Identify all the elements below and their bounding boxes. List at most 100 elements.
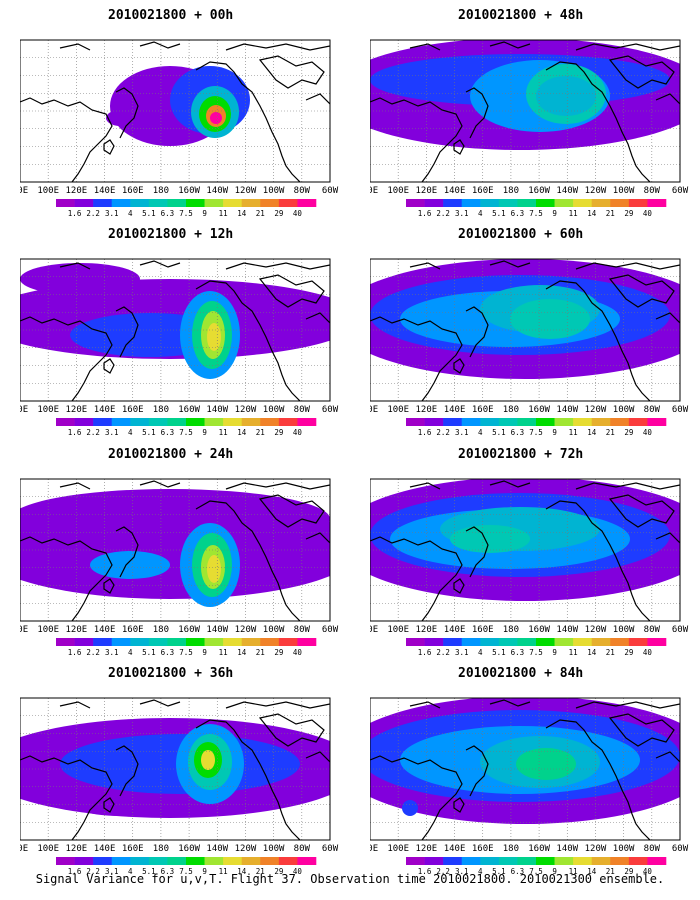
colorbar-label: 6.3 (511, 428, 525, 437)
colorbar-label: 29 (274, 209, 283, 218)
lon-tick-label: 80E (20, 844, 28, 854)
map-panel: 2010021800 + 12h 80E 100E 120E 140E 160E 180 16… (20, 227, 350, 442)
coastline (305, 532, 330, 544)
colorbar-swatch (297, 638, 317, 646)
colorbar-label: 2.2 (86, 867, 100, 876)
map-panel: 2010021800 + 48h 80E 100E 120E 140E 160E 180 16… (370, 8, 700, 223)
map-frame (370, 258, 681, 402)
coastline (409, 701, 441, 709)
colorbar-label: 6.3 (511, 867, 525, 876)
colorbar-label: 9 (202, 648, 207, 657)
colorbar-swatch (111, 199, 131, 207)
colorbar-label: 1.6 (68, 648, 82, 657)
colorbar-label: 21 (256, 648, 265, 657)
coastline (195, 61, 301, 182)
colorbar-swatch (260, 638, 280, 646)
colorbar-label: 14 (587, 867, 597, 876)
colorbar-swatch (628, 199, 648, 207)
coastline (409, 262, 441, 270)
lon-tick-label: 80E (370, 625, 378, 635)
lon-tick-label: 120E (66, 625, 88, 635)
coastline (465, 745, 489, 797)
colorbar-swatch (480, 418, 500, 426)
colorbar-label: 11 (569, 867, 578, 876)
colorbar: 1.6 2.2 3.1 4 5.1 6.3 7.5 9 11 14 21 29 40 (406, 857, 667, 876)
panel-title: 2010021800 + 36h (108, 666, 234, 681)
variance-field (20, 718, 330, 818)
lon-tick-label: 80E (20, 405, 28, 415)
map-figure: 80E 100E 120E 140E 160E 180 160W 140W 120W 100W 80… (370, 697, 689, 876)
lon-tick-label: 100E (37, 186, 59, 196)
colorbar-swatch (480, 199, 500, 207)
colorbar-label: 40 (643, 428, 653, 437)
map-frame (20, 39, 331, 183)
colorbar-label: 11 (569, 428, 578, 437)
lon-tick-label: 120W (235, 625, 257, 635)
lon-tick-label: 180 (153, 186, 169, 196)
colorbar-label: 4 (478, 648, 483, 657)
colorbar-label: 40 (643, 867, 653, 876)
colorbar-swatch (111, 418, 131, 426)
colorbar-label: 4 (128, 867, 133, 876)
colorbar-label: 9 (552, 648, 557, 657)
coastline (59, 262, 91, 270)
colorbar-swatch (554, 638, 574, 646)
colorbar-swatch (186, 638, 205, 646)
colorbar-swatch (517, 857, 537, 865)
colorbar-swatch (536, 638, 555, 646)
colorbar-swatch (297, 199, 317, 207)
colorbar-swatch (591, 418, 611, 426)
colorbar-swatch (260, 418, 280, 426)
colorbar-swatch (204, 418, 224, 426)
variance-field (20, 263, 330, 379)
lon-tick-label: 60W (322, 844, 339, 854)
colorbar-swatch (554, 418, 574, 426)
colorbar-swatch (647, 857, 667, 865)
lon-tick-label: 140E (94, 186, 116, 196)
lon-tick-label: 140E (444, 625, 466, 635)
coastline (545, 500, 651, 621)
colorbar-swatch (536, 418, 555, 426)
map-frame (20, 697, 331, 841)
coastline (453, 139, 465, 155)
figure-caption: Signal Variance for u,v,T. Flight 37. Ob… (35, 872, 665, 886)
colorbar-swatch (536, 857, 555, 865)
coastline (139, 699, 181, 707)
coastline (608, 713, 675, 747)
panel-title: 2010021800 + 48h (458, 8, 584, 23)
map-panel: 2010021800 + 84h 80E 100E 120E 140E 160E 180 16… (370, 666, 700, 881)
colorbar-label: 5.1 (492, 428, 506, 437)
colorbar-swatch (167, 418, 187, 426)
lon-tick-label: 80W (294, 844, 311, 854)
gridlines (20, 259, 330, 401)
map-figure: 80E 100E 120E 140E 160E 180 160W 140W 120W 100W 80… (20, 258, 339, 437)
contour-fill (90, 551, 170, 579)
panel-title: 2010021800 + 60h (458, 227, 584, 242)
colorbar-swatch (424, 418, 444, 426)
coastline (608, 274, 675, 308)
colorbar-label: 6.3 (161, 867, 175, 876)
colorbar-label: 40 (643, 648, 653, 657)
map-frame (370, 39, 681, 183)
lon-tick-label: 100E (37, 625, 59, 635)
lon-tick-label: 60W (322, 186, 339, 196)
panel-title: 2010021800 + 00h (108, 8, 234, 23)
colorbar-swatch (148, 199, 168, 207)
lon-tick-label: 100E (387, 186, 409, 196)
coastline (139, 41, 181, 49)
lon-tick-label: 140E (444, 405, 466, 415)
coastline (409, 43, 441, 51)
colorbar-swatch (93, 638, 113, 646)
colorbar-label: 21 (256, 428, 265, 437)
colorbar-swatch (647, 638, 667, 646)
colorbar-label: 2.2 (436, 209, 450, 218)
coastline (195, 500, 301, 621)
colorbar-label: 6.3 (511, 209, 525, 218)
colorbar-swatch (130, 857, 150, 865)
coastline (370, 97, 463, 182)
colorbar-label: 11 (219, 209, 228, 218)
coastline (103, 797, 115, 813)
colorbar-swatch (204, 638, 224, 646)
colorbar-label: 4 (128, 428, 133, 437)
colorbar-label: 2.2 (86, 428, 100, 437)
